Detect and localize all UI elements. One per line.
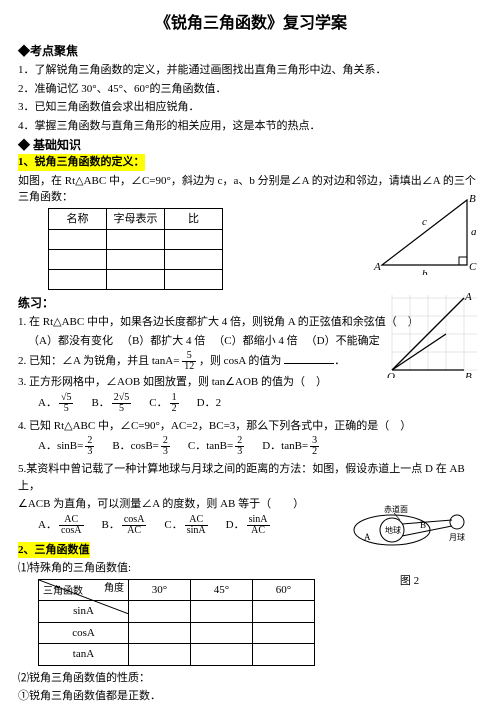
svg-text:赤道面: 赤道面 (384, 504, 408, 514)
earth-moon-diagram: 地球 月球 赤道面 A B 图 2 (352, 500, 467, 589)
q4-opts: A．sinB=23 B．cosB=23 C．tanB=23 D．tanB=32 (38, 436, 484, 457)
svg-text:A: A (364, 532, 371, 542)
definition-table: 名称 字母表示 比 (48, 208, 223, 291)
point-4: 4．掌握三角函数与直角三角形的相关应用，这是本节的热点． (18, 118, 484, 135)
values-table: 角度 三角函数 30° 45° 60° sinA cosA tanA (38, 579, 315, 666)
svg-text:c: c (422, 216, 427, 228)
def-h2: 字母表示 (107, 208, 165, 230)
sub2-1: ①锐角三角函数值都是正数． (18, 688, 484, 705)
svg-text:B: B (420, 520, 426, 530)
q5-line1: 5.某资料中曾记载了一种计算地球与月球之间的距离的方法：如图，假设赤道上一点 D… (18, 461, 484, 494)
point-2: 2．准确记忆 30°、45°、60°的三角函数值． (18, 81, 484, 98)
svg-text:B: B (465, 371, 472, 378)
svg-text:C: C (469, 261, 477, 273)
svg-text:A: A (373, 261, 381, 273)
doc-title: 《锐角三角函数》复习学案 (18, 12, 484, 36)
svg-text:地球: 地球 (385, 525, 401, 535)
point-3: 3．已知三角函数值会求出相应锐角． (18, 99, 484, 116)
svg-text:O: O (387, 371, 395, 378)
section-1-head: ◆考点聚焦 (18, 42, 484, 60)
highlight-values: 2、三角函数值 (18, 542, 90, 559)
svg-text:a: a (471, 226, 477, 238)
svg-text:月球: 月球 (449, 532, 465, 542)
q1-c: （C）都缩小 4 倍 (213, 333, 297, 350)
sub2: ⑵锐角三角函数值的性质： (18, 670, 484, 687)
highlight-def: 1、锐角三角函数的定义： (18, 154, 145, 171)
q1-a: （A）都没有变化 (28, 333, 113, 350)
svg-text:b: b (422, 268, 428, 275)
point-1: 1．了解锐角三角函数的定义，并能通过画图找出直角三角形中边、角关系． (18, 62, 484, 79)
q1-b: （B）都扩大 4 倍 (121, 333, 205, 350)
blank-line (284, 352, 334, 364)
section-2-head: ◆ 基础知识 (18, 136, 484, 154)
def-h3: 比 (165, 208, 223, 230)
right-triangle-diagram: A C B c a b (372, 190, 482, 275)
q3-opts: A．√55 B．2√55 C．12 D．2 (38, 393, 484, 414)
svg-text:A: A (464, 291, 472, 303)
q4: 4. 已知 Rt△ABC 中，∠C=90°，AC=2，BC=3，那么下列各式中，… (18, 418, 484, 435)
svg-text:B: B (469, 193, 476, 205)
def-h1: 名称 (49, 208, 107, 230)
grid-triangle-diagram: O B A (387, 290, 482, 378)
q1-d: （D）不能确定 (306, 333, 380, 350)
fig2-caption: 图 2 (352, 573, 467, 590)
